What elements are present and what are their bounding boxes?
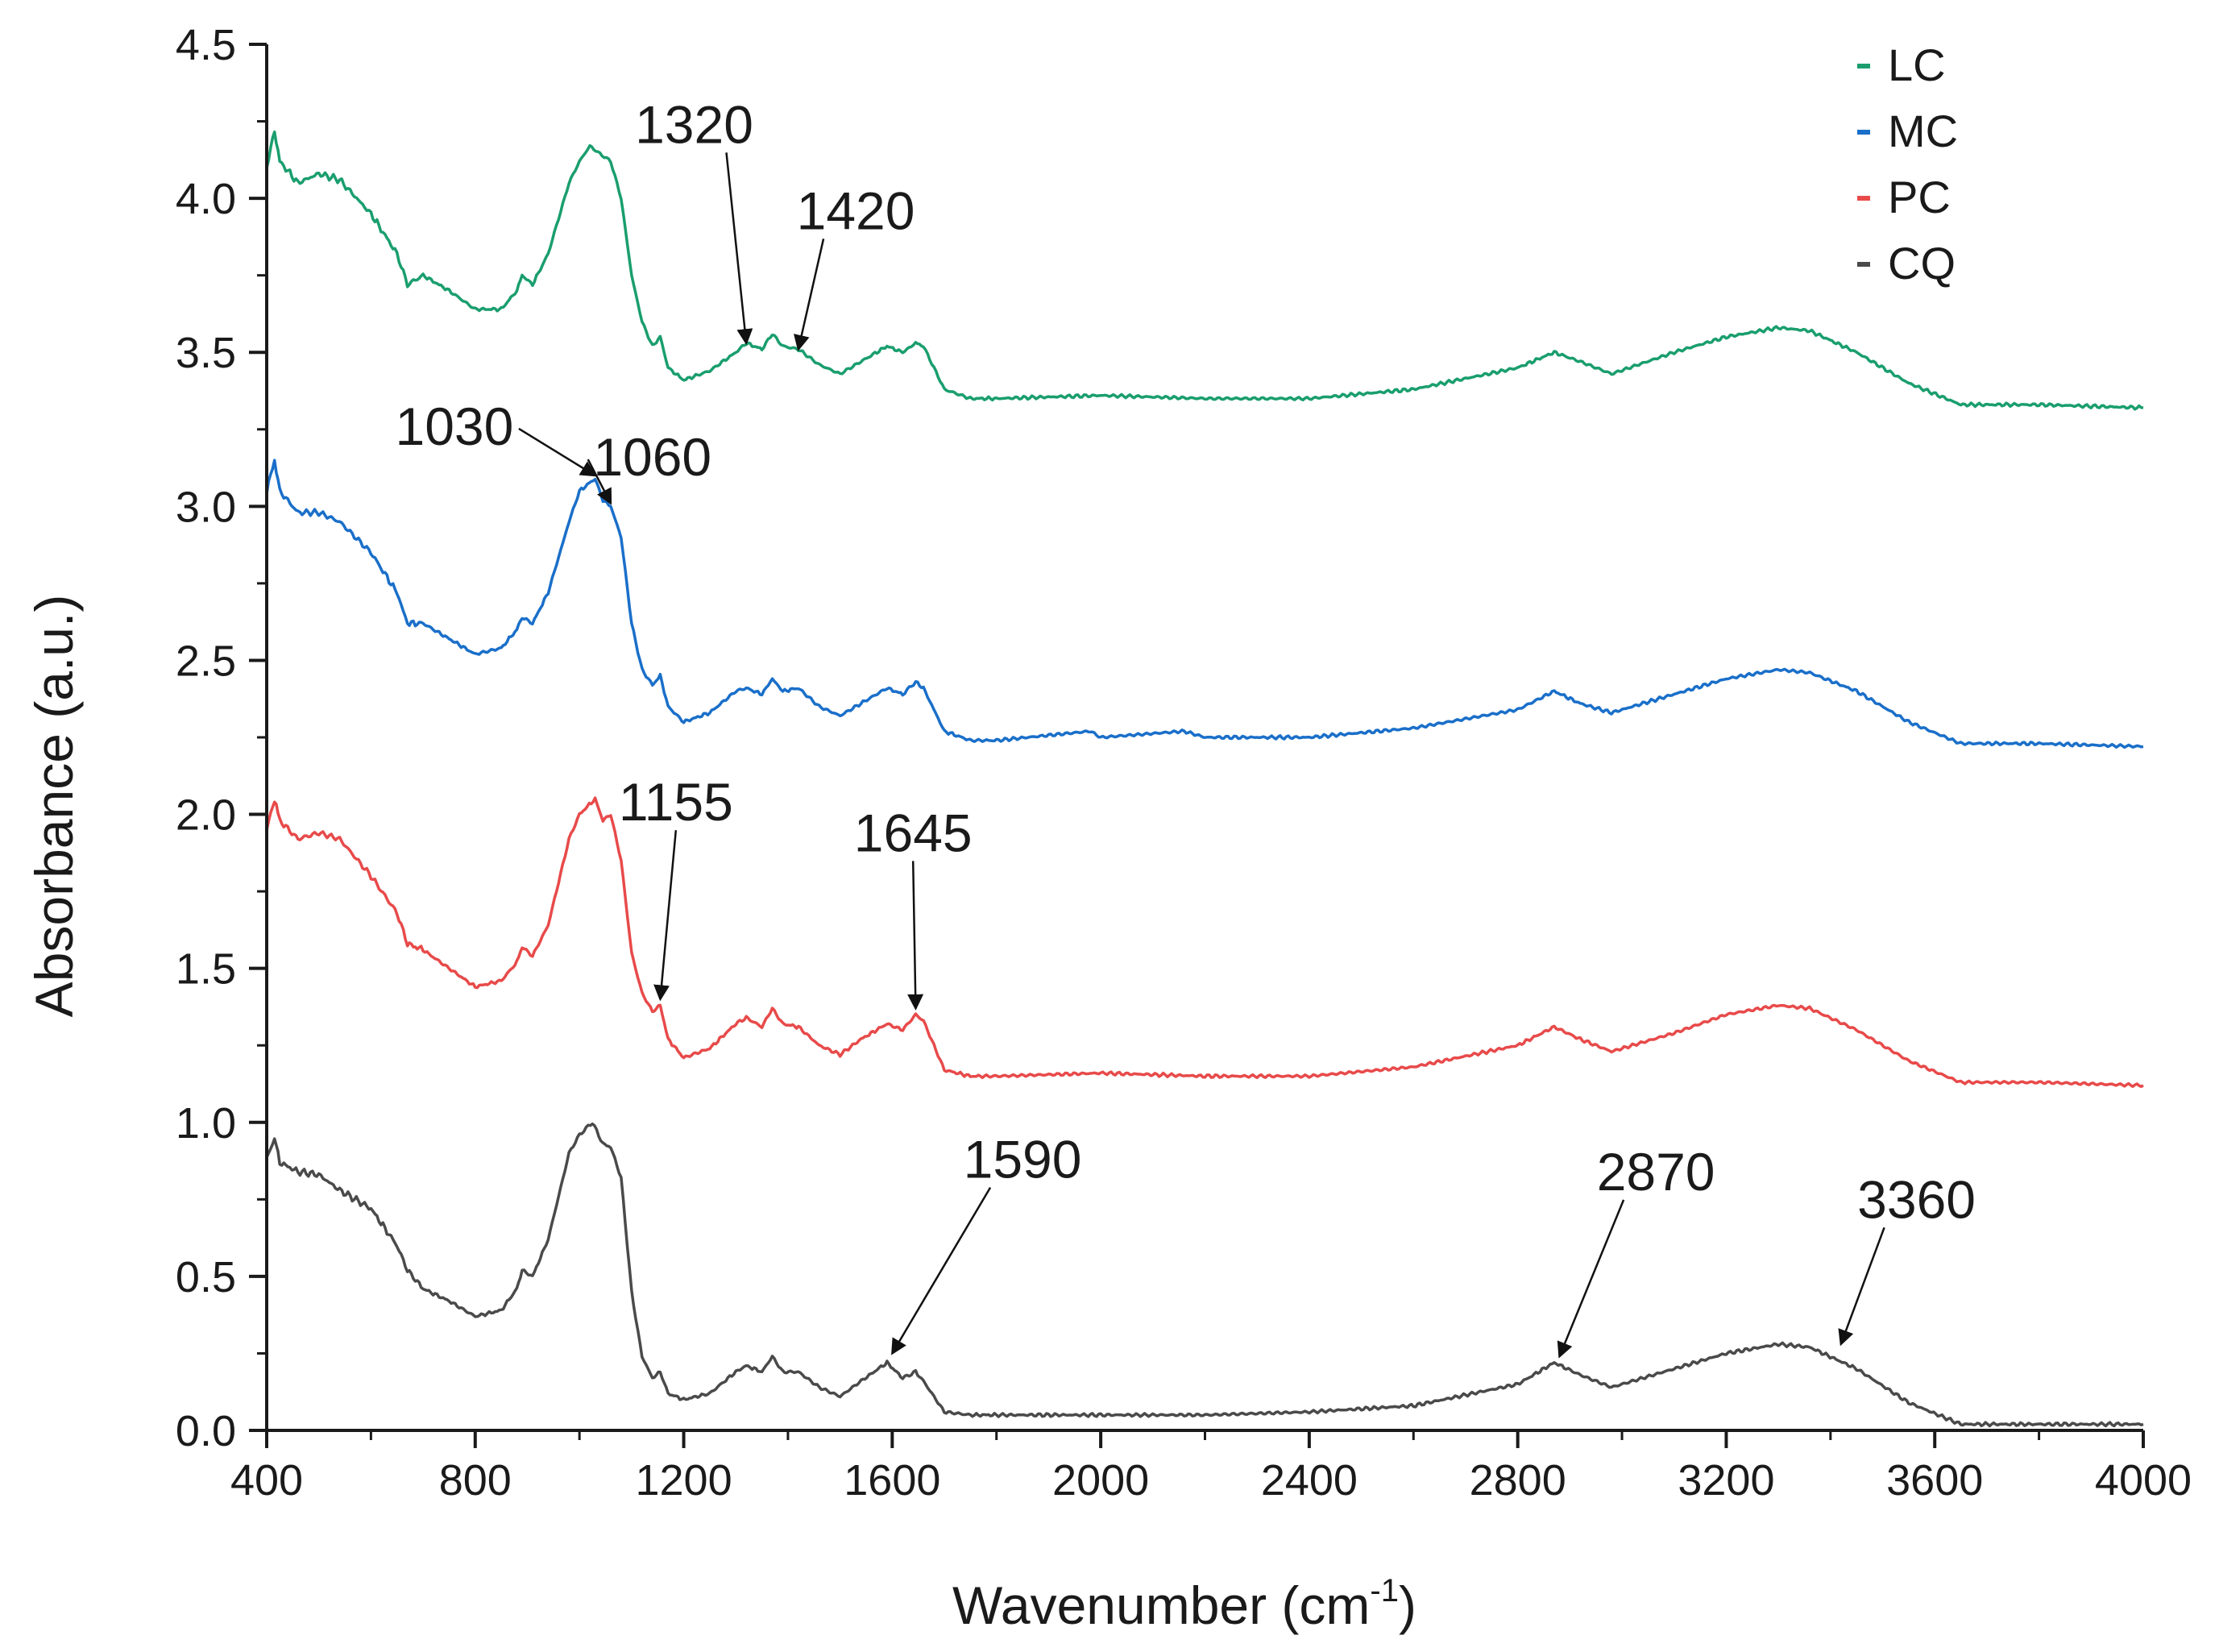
annotation-label: 1155 [619, 772, 733, 832]
x-tick-label: 3200 [1678, 1456, 1774, 1505]
y-tick-label: 1.5 [176, 945, 236, 994]
annotation-arrow [1838, 1227, 1885, 1347]
y-tick-label: 1.0 [176, 1099, 236, 1148]
y-tick-label: 0.0 [176, 1407, 236, 1455]
x-tick-label: 2800 [1470, 1456, 1566, 1505]
series-line-mc [265, 459, 2144, 749]
annotation-arrow [725, 152, 753, 346]
y-tick-label: 2.5 [176, 637, 236, 685]
series-line-cq [265, 1122, 2144, 1428]
x-tick-label: 3600 [1886, 1456, 1983, 1505]
annotation-arrow [907, 861, 924, 1011]
annotation-label: 3360 [1857, 1169, 1976, 1229]
legend: LC MC PC CQ [1857, 39, 1958, 288]
x-tick-label: 800 [439, 1456, 512, 1505]
x-tick-label: 2000 [1052, 1456, 1149, 1505]
annotation-label: 1590 [964, 1130, 1082, 1189]
annotation-arrow [587, 459, 612, 505]
y-axis-title: Absorbance (a.u.) [24, 595, 84, 1018]
legend-label-pc: PC [1888, 172, 1951, 222]
annotation-arrow [794, 239, 825, 351]
legend-label-mc: MC [1888, 106, 1958, 156]
legend-label-lc: LC [1888, 39, 1946, 90]
y-tick-label: 0.5 [176, 1253, 236, 1301]
y-tick-label: 3.5 [176, 329, 236, 377]
annotation-arrow [518, 427, 597, 477]
annotation-label: 1060 [593, 427, 711, 487]
x-tick-label: 4000 [2095, 1456, 2192, 1505]
y-tick-label: 2.0 [176, 791, 236, 840]
y-tick-label: 4.0 [176, 175, 236, 223]
tick-group: 400 800 1200 1600 2000 2400 2800 3200 3600 4000 0.… [176, 21, 2192, 1505]
annotation-label: 2870 [1597, 1142, 1715, 1202]
x-axis-title: Wavenumber (cm-1) [952, 1573, 1416, 1635]
x-tick-label: 2400 [1261, 1456, 1358, 1505]
series-line-lc [265, 130, 2144, 411]
annotation-label: 1420 [797, 181, 915, 240]
annotation-group: 1320 1420 1030 1060 1155 1645 1590 2870 3360 [395, 94, 1976, 1359]
annotation-arrow [653, 830, 678, 1002]
annotation-label: 1645 [854, 803, 973, 862]
legend-label-cq: CQ [1888, 238, 1956, 288]
x-tick-label: 1200 [635, 1456, 732, 1505]
series-line-pc [265, 796, 2144, 1089]
annotation-label: 1030 [395, 396, 513, 456]
annotation-arrow [891, 1186, 992, 1355]
annotation-label: 1320 [635, 94, 753, 154]
x-tick-label: 400 [230, 1456, 303, 1505]
y-tick-label: 3.0 [176, 483, 236, 531]
annotation-arrow [1557, 1199, 1625, 1359]
series-group [265, 130, 2144, 1428]
y-tick-label: 4.5 [176, 21, 236, 69]
x-tick-label: 1600 [844, 1456, 940, 1505]
